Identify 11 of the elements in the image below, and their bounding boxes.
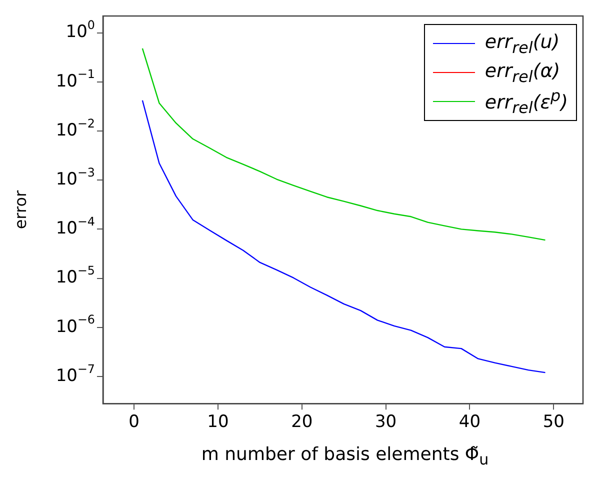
x-tick-label: 50: [542, 412, 564, 432]
legend-label: err$_{rel}$(ε$^{p}$): [484, 86, 568, 118]
x-tick-label: 20: [291, 412, 313, 432]
x-tick-label: 0: [128, 412, 140, 432]
x-tick-label: 30: [374, 412, 397, 432]
y-axis-title: error: [10, 190, 30, 230]
x-axis-title: m number of basis elements Φ̃$_{u}$: [200, 444, 490, 469]
legend-label: err$_{rel}$(α): [484, 60, 560, 86]
legend-label: err$_{rel}$(u): [484, 30, 560, 56]
x-tick-label: 40: [458, 412, 481, 432]
x-tick-label: 10: [207, 412, 229, 432]
